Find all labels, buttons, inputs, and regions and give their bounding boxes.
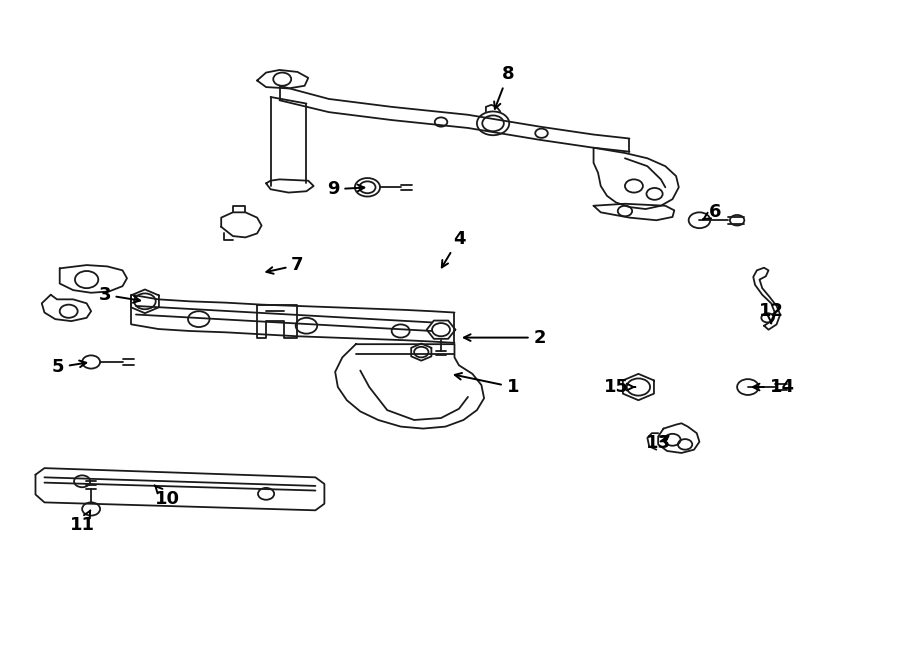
Text: 7: 7: [266, 256, 303, 274]
Text: 4: 4: [442, 230, 465, 267]
Text: 6: 6: [703, 203, 721, 221]
Text: 8: 8: [494, 65, 515, 109]
Text: 15: 15: [605, 378, 635, 396]
Text: 12: 12: [759, 303, 784, 323]
Text: 10: 10: [155, 485, 180, 508]
Text: 9: 9: [327, 180, 364, 198]
Text: 11: 11: [69, 510, 94, 534]
Text: 14: 14: [752, 378, 795, 396]
Text: 5: 5: [51, 358, 86, 376]
Text: 13: 13: [645, 434, 670, 452]
Text: 3: 3: [98, 286, 140, 304]
Text: 2: 2: [464, 328, 546, 347]
Text: 1: 1: [454, 373, 519, 396]
